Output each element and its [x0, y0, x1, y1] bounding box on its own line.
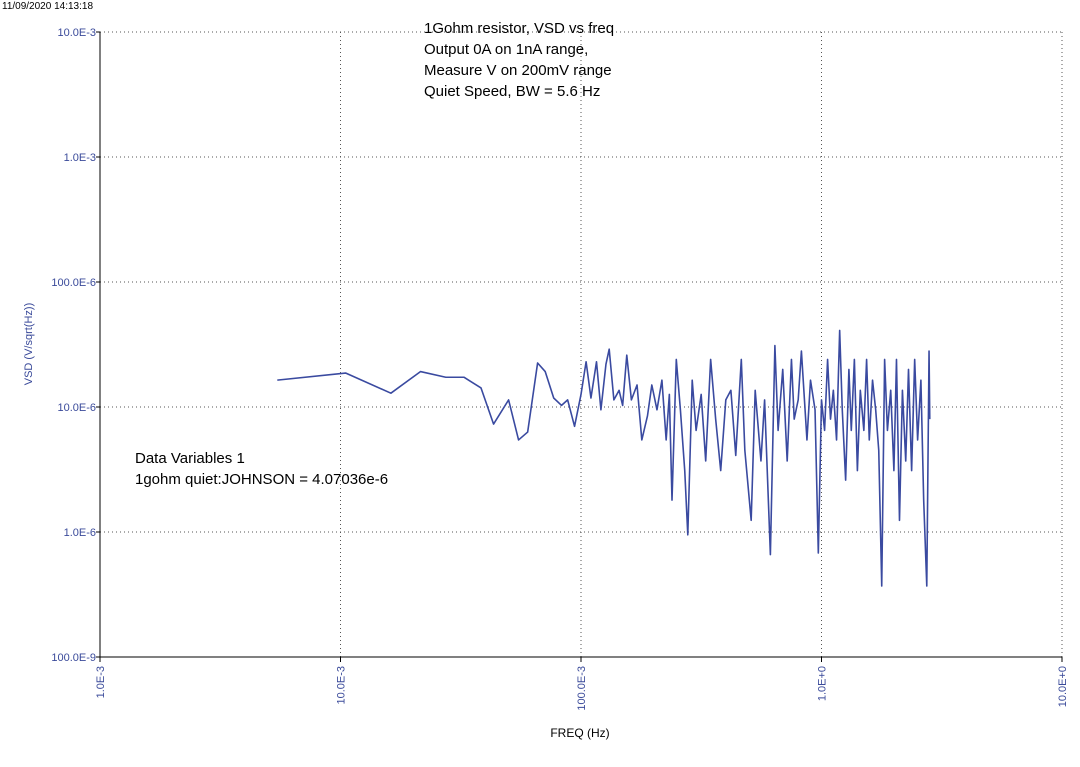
x-axis-label: FREQ (Hz): [550, 726, 609, 740]
y-tick-label: 100.0E-6: [51, 277, 96, 289]
y-axis-label: VSD (V/sqrt(Hz)): [23, 303, 35, 386]
timestamp: 11/09/2020 14:13:18: [2, 1, 93, 12]
title-line: Output 0A on 1nA range,: [424, 41, 588, 58]
title-line: 1Gohm resistor, VSD vs freq: [424, 20, 614, 37]
note-line: 1gohm quiet:JOHNSON = 4.07036e-6: [135, 471, 388, 488]
x-tick-label: 10.0E+0: [1057, 666, 1069, 707]
title-line: Quiet Speed, BW = 5.6 Hz: [424, 83, 600, 100]
x-tick-label: 1.0E+0: [817, 666, 829, 701]
y-tick-label: 100.0E-9: [51, 652, 96, 664]
y-tick-label: 1.0E-3: [64, 152, 96, 164]
x-tick-label: 10.0E-3: [336, 666, 348, 705]
y-tick-label: 1.0E-6: [64, 527, 96, 539]
y-tick-label: 10.0E-3: [57, 27, 96, 39]
x-tick-label: 100.0E-3: [576, 666, 588, 711]
note-line: Data Variables 1: [135, 450, 245, 467]
title-line: Measure V on 200mV range: [424, 62, 612, 79]
data-line: [277, 329, 931, 587]
x-tick-label: 1.0E-3: [95, 666, 107, 698]
y-tick-label: 10.0E-6: [57, 402, 96, 414]
